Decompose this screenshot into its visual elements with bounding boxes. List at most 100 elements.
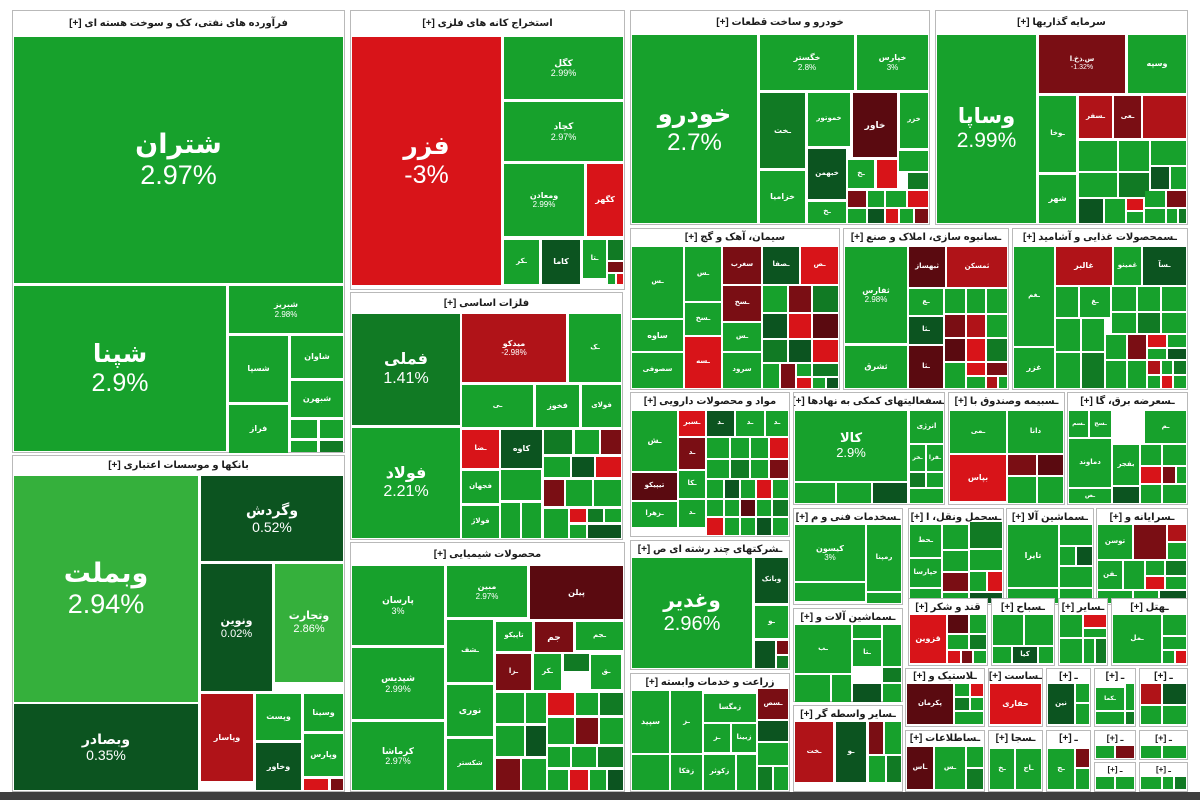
stock-tile-small[interactable] <box>320 441 343 452</box>
stock-tile[interactable]: ـشف <box>447 620 493 682</box>
stock-tile-small[interactable] <box>1106 361 1126 388</box>
stock-tile-small[interactable] <box>1116 777 1134 789</box>
stock-tile[interactable]: بپاس <box>950 455 1006 501</box>
stock-tile[interactable]: خبهمن <box>808 149 846 199</box>
stock-tile[interactable]: وخاور <box>256 743 301 790</box>
stock-tile-small[interactable] <box>1168 349 1186 359</box>
sector-header[interactable]: ـساطلاعات [+] <box>906 731 984 746</box>
stock-tile-small[interactable] <box>813 364 838 376</box>
stock-tile-small[interactable] <box>962 651 972 663</box>
stock-tile-small[interactable] <box>967 769 983 789</box>
stock-tile[interactable]: ـک <box>569 314 621 382</box>
sector-header[interactable]: سرمایه گذاریها [+] <box>936 11 1187 34</box>
stock-tile-small[interactable] <box>813 286 838 312</box>
stock-tile[interactable]: ـفن <box>1098 561 1122 589</box>
stock-tile-small[interactable] <box>837 483 871 503</box>
stock-tile-small[interactable] <box>869 756 885 782</box>
stock-tile[interactable]: فولاد 2.21% <box>352 428 460 538</box>
sector-header[interactable]: ـسایر [+] <box>1059 599 1107 615</box>
stock-tile[interactable]: سرود <box>723 353 761 388</box>
stock-tile[interactable]: ـزهرا <box>632 502 677 527</box>
stock-tile-small[interactable] <box>608 770 623 790</box>
stock-tile-small[interactable] <box>608 274 615 284</box>
stock-tile-small[interactable] <box>731 460 749 478</box>
stock-tile-small[interactable] <box>1143 96 1186 138</box>
stock-tile[interactable]: پکرمان <box>907 684 953 724</box>
stock-tile-small[interactable] <box>548 693 574 715</box>
sector-header[interactable]: ـ [+] <box>1140 763 1187 776</box>
stock-tile-small[interactable] <box>758 721 788 741</box>
stock-tile[interactable]: ـعی <box>1114 96 1141 138</box>
stock-tile-small[interactable] <box>731 438 749 458</box>
stock-tile-small[interactable] <box>751 438 768 458</box>
stock-tile-small[interactable] <box>1025 615 1053 645</box>
stock-tile[interactable]: ـتا <box>853 640 881 666</box>
stock-tile-small[interactable] <box>948 615 968 633</box>
stock-tile-small[interactable] <box>1127 212 1143 223</box>
stock-tile[interactable]: حفاری <box>990 684 1041 724</box>
stock-tile-small[interactable] <box>770 438 788 458</box>
stock-tile-small[interactable] <box>1008 455 1036 475</box>
stock-tile-small[interactable] <box>943 525 968 549</box>
stock-tile-small[interactable] <box>1060 525 1092 545</box>
stock-tile-small[interactable] <box>900 209 913 223</box>
stock-tile[interactable]: وسینا <box>304 694 343 731</box>
stock-tile[interactable]: وسپه <box>1128 35 1186 93</box>
stock-tile-small[interactable] <box>763 340 787 362</box>
stock-tile-small[interactable] <box>1082 353 1104 388</box>
stock-tile[interactable]: ـسفر <box>1079 96 1112 138</box>
stock-tile-small[interactable] <box>1060 639 1082 663</box>
stock-tile[interactable]: ـخر <box>910 445 925 471</box>
stock-tile[interactable]: وغدیر 2.96% <box>632 558 752 668</box>
stock-tile[interactable]: ثشرق <box>845 346 907 388</box>
stock-tile-small[interactable] <box>608 240 623 260</box>
stock-tile-small[interactable] <box>1084 615 1106 627</box>
stock-tile-small[interactable] <box>1141 777 1161 789</box>
stock-tile[interactable]: دماوند <box>1069 439 1111 487</box>
stock-tile-small[interactable] <box>1119 141 1149 171</box>
stock-tile-small[interactable] <box>1112 313 1136 333</box>
stock-tile-small[interactable] <box>970 635 986 649</box>
stock-tile[interactable]: ـکما <box>1096 688 1124 710</box>
stock-tile[interactable]: ـسه <box>685 337 721 388</box>
stock-tile-small[interactable] <box>1163 746 1186 758</box>
stock-tile[interactable]: فخوز <box>536 385 579 427</box>
stock-tile-small[interactable] <box>770 460 788 478</box>
stock-tile[interactable]: ـسخ <box>723 286 761 321</box>
stock-tile-small[interactable] <box>1126 684 1134 710</box>
stock-tile[interactable]: ـس <box>935 747 965 789</box>
stock-tile-small[interactable] <box>522 503 541 538</box>
stock-tile[interactable]: ـز <box>704 724 730 752</box>
sector-header[interactable]: زراعت و خدمات وابسته [+] <box>631 674 789 690</box>
stock-tile[interactable]: ـسص <box>758 689 788 719</box>
stock-tile-small[interactable] <box>813 340 838 362</box>
stock-tile-small[interactable] <box>1119 173 1149 197</box>
stock-tile-small[interactable] <box>570 525 586 538</box>
stock-tile[interactable]: سصوفی <box>632 353 683 388</box>
stock-tile[interactable]: وپاسار <box>201 694 253 781</box>
sector-header[interactable]: خودرو و ساخت قطعات [+] <box>631 11 929 34</box>
stock-tile[interactable]: کاوه <box>501 430 542 468</box>
stock-tile[interactable]: ـص <box>801 247 838 284</box>
stock-tile[interactable]: ـز <box>671 691 702 753</box>
stock-tile[interactable]: کگهر <box>587 164 623 236</box>
stock-tile[interactable]: ـکا <box>679 471 705 498</box>
stock-tile-small[interactable] <box>564 654 589 671</box>
sector-header[interactable]: ـسباح [+] <box>992 599 1054 615</box>
stock-tile-small[interactable] <box>1176 651 1186 663</box>
stock-tile-small[interactable] <box>1076 769 1089 789</box>
stock-tile-small[interactable] <box>887 756 901 782</box>
stock-tile-small[interactable] <box>496 726 524 756</box>
stock-tile[interactable]: ـد <box>736 411 764 436</box>
stock-tile[interactable]: شتران 2.97% <box>14 37 343 283</box>
stock-tile[interactable]: ـخ <box>848 160 874 188</box>
stock-tile[interactable]: توسن <box>1098 525 1132 559</box>
stock-tile-small[interactable] <box>945 315 965 337</box>
stock-tile[interactable]: ـس <box>685 247 721 301</box>
stock-tile[interactable]: ـتا <box>583 240 606 278</box>
sector-header[interactable]: فلزات اساسی [+] <box>351 293 622 313</box>
stock-tile-small[interactable] <box>758 743 788 765</box>
stock-tile-small[interactable] <box>1096 777 1114 789</box>
stock-tile-small[interactable] <box>544 480 564 506</box>
stock-tile[interactable]: ـخت <box>760 93 805 168</box>
